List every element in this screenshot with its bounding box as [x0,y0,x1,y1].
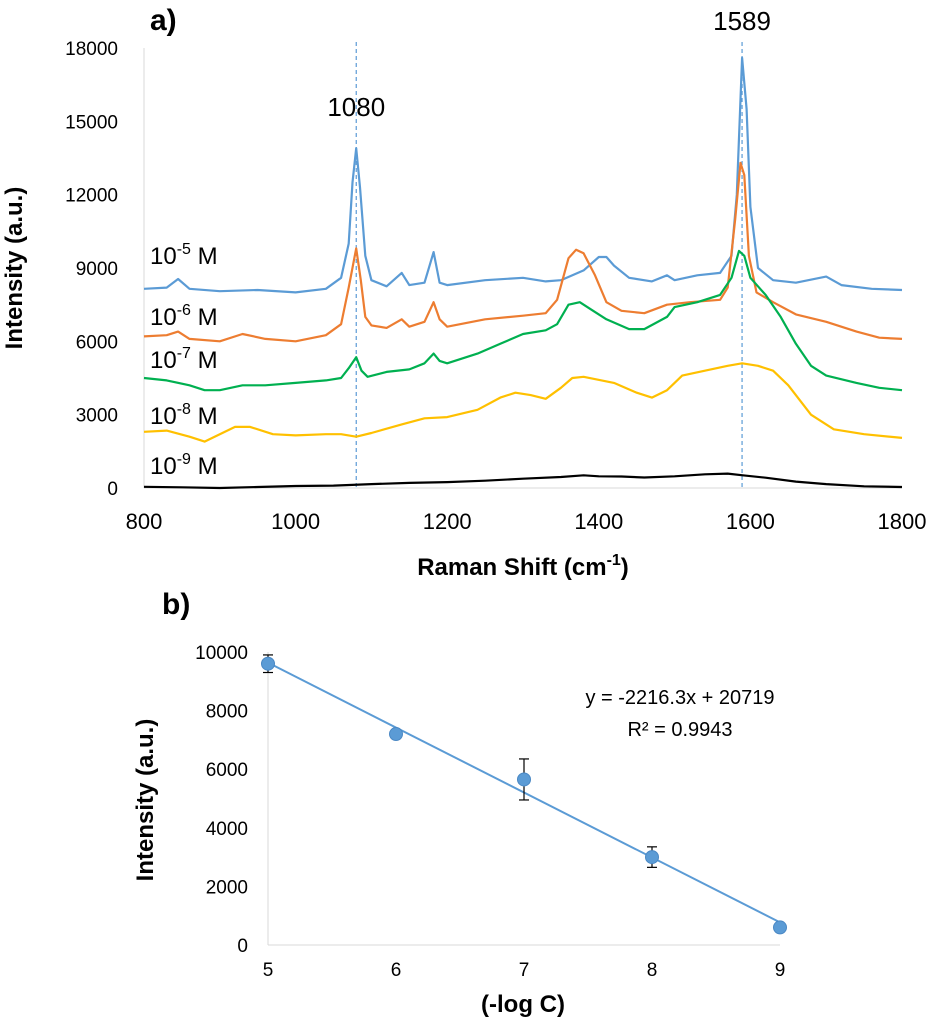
series-label: 10-6 M [150,302,218,331]
series-line [143,56,903,294]
panel-a-label: a) [150,4,177,37]
a-x-tick-labels: 800 1000 1200 1400 1600 1800 [126,509,927,534]
a-y-tick-label: 12000 [65,186,118,207]
b-x-tick-label: 8 [647,960,658,981]
data-point [773,920,787,935]
a-y-tick-label: 15000 [65,112,118,133]
b-x-tick-labels: 5 6 7 8 9 [263,960,786,981]
b-y-axis-title: Intensity (a.u.) [132,719,159,882]
panel-b-label: b) [162,588,190,621]
b-y-tick-label: 10000 [195,643,248,664]
a-x-tick-label: 1000 [271,509,320,534]
series-line [143,362,903,443]
b-x-tick-label: 9 [775,960,786,981]
a-x-tick-label: 1200 [423,509,472,534]
series-label: 10-5 M [150,241,218,270]
data-point [261,656,275,671]
a-y-tick-label: 3000 [76,406,118,427]
a-y-tick-labels: 0 3000 6000 9000 12000 15000 18000 [65,39,118,500]
a-y-tick-label: 9000 [76,259,118,280]
series-line [143,249,903,392]
a-y-axis-title: Intensity (a.u.) [1,187,28,350]
a-x-tick-label: 800 [126,509,163,534]
b-r-squared: R² = 0.9943 [627,719,732,741]
a-y-tick-label: 18000 [65,39,118,60]
series-line [143,161,903,343]
a-peak-markers: 1080 1589 [327,6,771,488]
a-y-tick-label: 0 [107,479,118,500]
series-label: 10-8 M [150,401,218,430]
b-y-tick-label: 6000 [206,760,248,781]
peak-marker-label: 1080 [327,92,385,122]
b-x-tick-label: 5 [263,960,274,981]
b-x-tick-label: 6 [391,960,402,981]
b-y-tick-label: 0 [237,936,248,957]
data-point [517,772,531,787]
data-point [645,850,659,865]
a-y-tick-label: 6000 [76,332,118,353]
b-y-tick-label: 4000 [206,819,248,840]
series-line [143,472,903,490]
b-trend-equation: y = -2216.3x + 20719 [585,687,774,709]
a-x-tick-label: 1800 [878,509,927,534]
data-point [389,727,403,742]
a-series-labels: 10-5 M 10-6 M 10-7 M 10-8 M 10-9 M [150,241,218,480]
series-label: 10-7 M [150,345,218,374]
b-data-points [261,656,787,935]
b-y-tick-label: 2000 [206,877,248,898]
a-x-tick-label: 1600 [726,509,775,534]
b-y-tick-labels: 0 2000 4000 6000 8000 10000 [195,643,248,957]
a-series-lines [143,56,903,490]
a-x-axis-title: Raman Shift (cm-1) [417,552,629,581]
b-y-tick-label: 8000 [206,702,248,723]
series-label: 10-9 M [150,451,218,480]
a-x-tick-label: 1400 [574,509,623,534]
b-x-axis-title: (-log C) [481,991,565,1018]
peak-marker-label: 1589 [713,6,771,36]
b-x-tick-label: 7 [519,960,530,981]
panel-b-calibration: b) 0 2000 4000 6000 8000 10000 5 6 7 8 9 y = -221… [132,588,787,1018]
panel-a-raman-spectra: a) 0 3000 6000 9000 12000 15000 18000 800 1000 1… [1,4,926,581]
